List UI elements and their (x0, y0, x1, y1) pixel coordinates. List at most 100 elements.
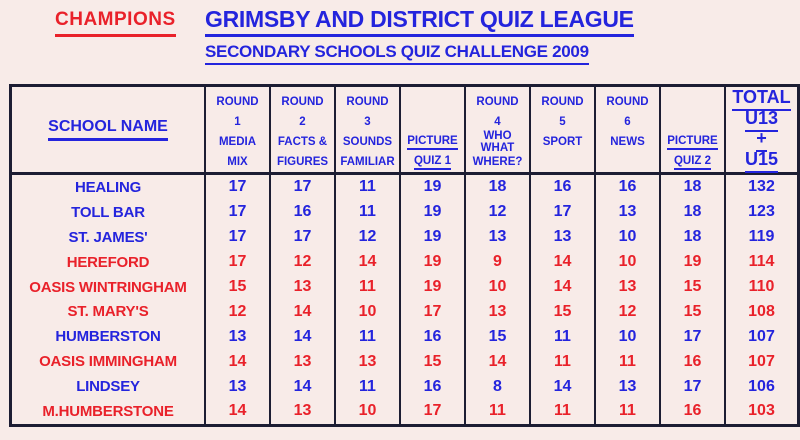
score-cell: 14 (271, 324, 336, 350)
score-cell: 11 (531, 324, 596, 350)
score-cell: 19 (401, 199, 466, 225)
header-line: 4 (494, 112, 500, 132)
header-line-text: 3 (364, 116, 371, 128)
score-cell: 19 (401, 274, 466, 300)
school-name-header: SCHOOL NAME (12, 87, 206, 172)
school-name: HEREFORD (12, 249, 206, 275)
header-line-text: 5 (559, 116, 566, 128)
results-table: SCHOOL NAME ROUND 1 MEDIA MIX ROUND 2 FACTS & F… (9, 84, 800, 427)
column-header-total-u13-u15: TOTAL U13 + U15 (726, 87, 797, 173)
score-cell: 14 (531, 374, 596, 400)
score-cell: 19 (661, 249, 726, 275)
score-cell: 13 (596, 199, 661, 225)
score-cell: 11 (596, 349, 661, 375)
score-cell: 17 (271, 224, 336, 250)
score-cell: 12 (596, 299, 661, 325)
column-header-sport: ROUND 5 SPORT (531, 87, 596, 172)
table-row: LINDSEY 13 14 11 16 8 14 13 17 106 (12, 374, 797, 400)
score-cell: 18 (661, 224, 726, 250)
score-cell: 17 (206, 199, 271, 225)
champions-label: CHAMPIONS (55, 9, 176, 37)
header-line-text: PICTURE (667, 135, 718, 150)
school-name: TOLL BAR (12, 199, 206, 225)
column-header-picture-quiz-2: PICTURE QUIZ 2 (661, 87, 726, 172)
score-cell: 10 (466, 274, 531, 300)
score-cell: 12 (271, 249, 336, 275)
school-name-header-label: SCHOOL NAME (48, 118, 168, 141)
header-line: ROUND (346, 92, 388, 112)
header-line: ROUND (281, 92, 323, 112)
score-cell: 13 (531, 224, 596, 250)
score-cell: 16 (596, 175, 661, 200)
header-line: ROUND (541, 92, 583, 112)
column-header-facts-figures: ROUND 2 FACTS & FIGURES (271, 87, 336, 172)
score-cell: 19 (401, 224, 466, 250)
header-line: ROUND (216, 92, 258, 112)
header-line: QUIZ 1 (413, 152, 452, 172)
header-line: FIGURES (277, 152, 328, 172)
score-cell: 16 (401, 324, 466, 350)
score-cell: 13 (466, 224, 531, 250)
score-cell: 16 (531, 175, 596, 200)
score-cell: 18 (661, 175, 726, 200)
score-cell: 9 (466, 249, 531, 275)
table-row: OASIS WINTRINGHAM 15 13 11 19 10 14 13 15 110 (12, 274, 797, 300)
score-cell: 19 (401, 175, 466, 200)
score-cell: 14 (466, 349, 531, 375)
school-name: M.HUMBERSTONE (12, 399, 206, 424)
header-line: QUIZ 2 (673, 152, 712, 172)
score-cell: 17 (206, 224, 271, 250)
header-line: 2 (299, 112, 305, 132)
total-cell: 107 (748, 352, 775, 370)
column-header-picture-quiz-1: PICTURE QUIZ 1 (401, 87, 466, 172)
score-cell: 15 (401, 349, 466, 375)
score-cell: 11 (596, 399, 661, 424)
header-line: FACTS & (278, 132, 327, 152)
score-cell: 16 (661, 349, 726, 375)
score-cell: 13 (206, 324, 271, 350)
header-line-text: ROUND (476, 95, 519, 108)
total-cell: 103 (748, 402, 775, 420)
header-line: PICTURE (667, 132, 718, 152)
table-row: M.HUMBERSTONE 14 13 10 17 11 11 11 16 103 (12, 399, 797, 424)
score-cell: 16 (401, 374, 466, 400)
table-row: ST. JAMES' 17 17 12 19 13 13 10 18 119 (12, 224, 797, 250)
total-cell: 114 (748, 253, 775, 271)
header-line-text: SOUNDS (342, 136, 393, 148)
score-cell: 18 (466, 175, 531, 200)
score-cell: 15 (661, 299, 726, 325)
total-cell: 110 (748, 278, 775, 295)
score-cell: 17 (661, 324, 726, 350)
header-line-text: MIX (227, 156, 248, 168)
score-cell: 11 (466, 399, 531, 424)
score-cell: 17 (206, 175, 271, 200)
header-line-text: SPORT (542, 136, 583, 148)
score-cell: 17 (401, 399, 466, 424)
header-line-text: MEDIA (218, 136, 257, 148)
school-name: ST. MARY'S (12, 299, 206, 325)
score-cell: 15 (531, 299, 596, 325)
school-name: OASIS WINTRINGHAM (12, 274, 206, 300)
score-cell: 11 (336, 374, 401, 400)
score-cell: 11 (336, 274, 401, 300)
score-cell: 17 (531, 199, 596, 225)
score-cell: 10 (336, 299, 401, 325)
score-cell: 14 (531, 249, 596, 275)
score-cell: 12 (466, 199, 531, 225)
header-line: 5 (559, 112, 565, 132)
score-cell: 13 (336, 349, 401, 375)
score-cell: 16 (661, 399, 726, 424)
header-line-text: FIGURES (276, 156, 329, 168)
score-cell: 13 (271, 349, 336, 375)
column-header-sounds-familiar: ROUND 3 SOUNDS FAMILIAR (336, 87, 401, 172)
page-title: GRIMSBY AND DISTRICT QUIZ LEAGUE (205, 6, 634, 37)
total-header-line: U13 (744, 108, 779, 132)
total-header-line-text: + (756, 128, 767, 153)
total-cell: 108 (748, 302, 775, 320)
header-line: 1 (234, 112, 240, 132)
score-cell: 15 (206, 274, 271, 300)
score-cell: 10 (596, 324, 661, 350)
school-name: HEALING (12, 175, 206, 200)
header-line: 6 (624, 112, 630, 132)
school-name: LINDSEY (12, 374, 206, 400)
